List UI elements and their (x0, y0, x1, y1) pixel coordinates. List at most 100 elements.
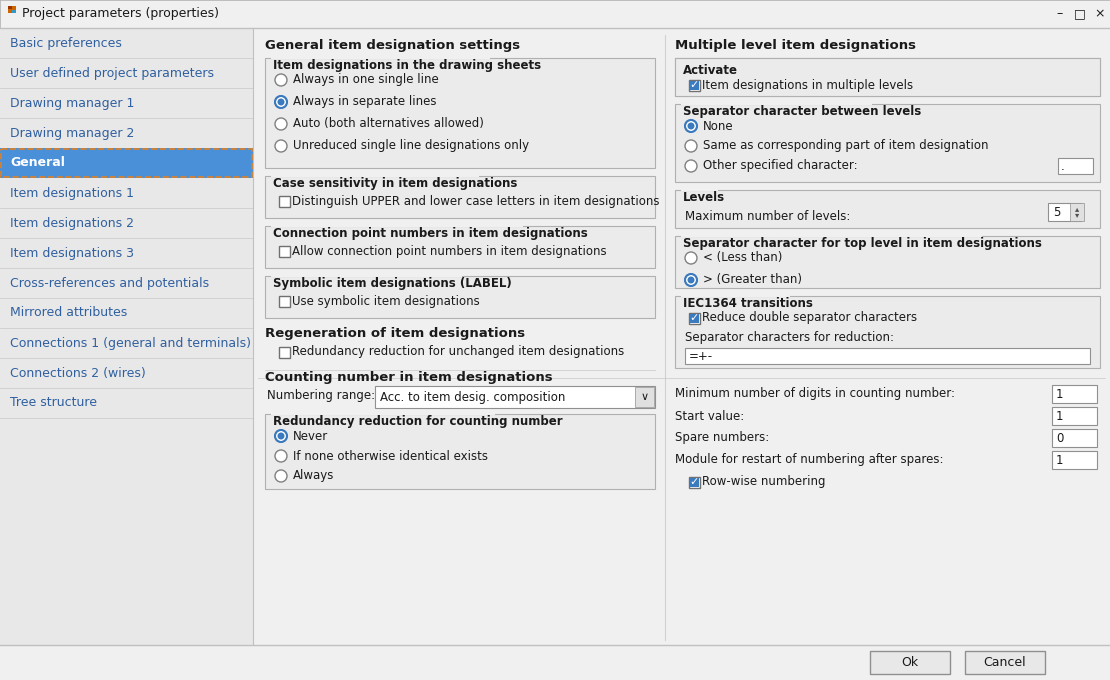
Text: Project parameters (properties): Project parameters (properties) (22, 7, 219, 20)
Bar (271, 175, 478, 177)
Text: Never: Never (293, 430, 329, 443)
Text: Redundancy reduction for counting number: Redundancy reduction for counting number (273, 415, 563, 428)
Bar (675, 296, 1100, 368)
Text: Module for restart of numbering after spares:: Module for restart of numbering after sp… (675, 454, 944, 466)
Bar (685, 348, 1090, 364)
Circle shape (685, 160, 697, 172)
Bar (1052, 429, 1097, 447)
Bar (675, 58, 1100, 96)
Text: ×: × (1094, 7, 1106, 20)
Text: Minimum number of digits in counting number:: Minimum number of digits in counting num… (675, 388, 955, 401)
Bar (675, 104, 1100, 182)
Bar (682, 189, 718, 191)
Text: Same as corresponding part of item designation: Same as corresponding part of item desig… (703, 139, 989, 152)
Bar (265, 176, 655, 218)
Text: Mirrored attributes: Mirrored attributes (10, 307, 128, 320)
Bar (675, 236, 1100, 288)
Text: Connection point numbers in item designations: Connection point numbers in item designa… (273, 227, 588, 240)
Circle shape (275, 450, 287, 462)
Text: Maximum number of levels:: Maximum number of levels: (685, 209, 850, 222)
Bar (265, 226, 655, 268)
Text: Separator character for top level in item designations: Separator character for top level in ite… (683, 237, 1042, 250)
Bar (0, 148, 253, 178)
Bar (271, 225, 523, 227)
Text: 5: 5 (1053, 205, 1060, 218)
Circle shape (687, 122, 695, 129)
Text: > (Greater than): > (Greater than) (703, 273, 803, 286)
Text: IEC1364 transitions: IEC1364 transitions (683, 297, 813, 310)
Text: General item designation settings: General item designation settings (265, 39, 521, 52)
Text: None: None (703, 120, 734, 133)
Text: < (Less than): < (Less than) (703, 252, 783, 265)
Text: Tree structure: Tree structure (10, 396, 97, 409)
Bar (271, 413, 495, 415)
Bar (682, 103, 872, 105)
Text: Case sensitivity in item designations: Case sensitivity in item designations (273, 177, 517, 190)
Bar (689, 313, 700, 324)
Text: Start value:: Start value: (675, 409, 744, 422)
Text: Always in one single line: Always in one single line (293, 73, 438, 86)
Bar (870, 651, 950, 674)
Bar (265, 414, 655, 489)
Text: Allow connection point numbers in item designations: Allow connection point numbers in item d… (292, 245, 607, 258)
Text: Reduce double separator characters: Reduce double separator characters (702, 311, 917, 324)
Text: Item designations 2: Item designations 2 (10, 216, 134, 230)
Text: □: □ (1074, 7, 1086, 20)
Bar (279, 347, 290, 358)
Text: Separator character between levels: Separator character between levels (683, 105, 921, 118)
Bar (265, 58, 655, 168)
Text: Item designations in multiple levels: Item designations in multiple levels (702, 78, 914, 92)
Circle shape (275, 118, 287, 130)
Text: ✓: ✓ (689, 477, 699, 487)
Text: Cross-references and potentials: Cross-references and potentials (10, 277, 209, 290)
Text: Unreduced single line designations only: Unreduced single line designations only (293, 139, 529, 152)
Text: 0: 0 (1056, 432, 1063, 445)
Text: ✓: ✓ (689, 313, 699, 323)
Text: User defined project parameters: User defined project parameters (10, 67, 214, 80)
Text: Spare numbers:: Spare numbers: (675, 432, 769, 445)
Bar (253, 28, 1110, 645)
Bar (279, 246, 290, 257)
Text: Separator characters for reduction:: Separator characters for reduction: (685, 332, 894, 345)
Text: Drawing manager 2: Drawing manager 2 (10, 126, 134, 139)
Text: Regeneration of item designations: Regeneration of item designations (265, 328, 525, 341)
Text: Multiple level item designations: Multiple level item designations (675, 39, 916, 52)
Text: Always in separate lines: Always in separate lines (293, 95, 436, 109)
Bar (1052, 451, 1097, 469)
Text: 1: 1 (1056, 388, 1063, 401)
Bar (1048, 203, 1081, 221)
Bar (8, 6, 12, 9)
Bar (675, 58, 1100, 96)
Bar (271, 275, 462, 277)
Text: Numbering range:: Numbering range: (268, 390, 375, 403)
Circle shape (685, 140, 697, 152)
Bar (279, 296, 290, 307)
Text: Connections 1 (general and terminals): Connections 1 (general and terminals) (10, 337, 251, 350)
Text: .: . (1061, 160, 1064, 173)
Bar (1, 149, 252, 177)
Bar (375, 386, 655, 408)
Circle shape (275, 140, 287, 152)
Bar (0, 418, 253, 645)
Text: Connections 2 (wires): Connections 2 (wires) (10, 367, 145, 379)
Text: ▴: ▴ (1074, 205, 1079, 214)
Text: Activate: Activate (683, 65, 738, 78)
Text: Other specified character:: Other specified character: (703, 160, 858, 173)
Bar (0, 28, 253, 645)
Circle shape (275, 74, 287, 86)
Circle shape (687, 277, 695, 284)
Bar (965, 651, 1045, 674)
Bar (265, 276, 655, 318)
Text: ▾: ▾ (1074, 211, 1079, 220)
Bar (682, 235, 982, 237)
Text: Symbolic item designations (LABEL): Symbolic item designations (LABEL) (273, 277, 512, 290)
Bar (682, 295, 789, 297)
Circle shape (278, 432, 284, 439)
Text: If none otherwise identical exists: If none otherwise identical exists (293, 449, 488, 462)
Bar (271, 57, 490, 59)
Text: Item designations in the drawing sheets: Item designations in the drawing sheets (273, 59, 542, 72)
Bar (689, 477, 700, 488)
Bar (0, 0, 1110, 28)
Text: Drawing manager 1: Drawing manager 1 (10, 97, 134, 109)
Text: Cancel: Cancel (983, 656, 1027, 668)
